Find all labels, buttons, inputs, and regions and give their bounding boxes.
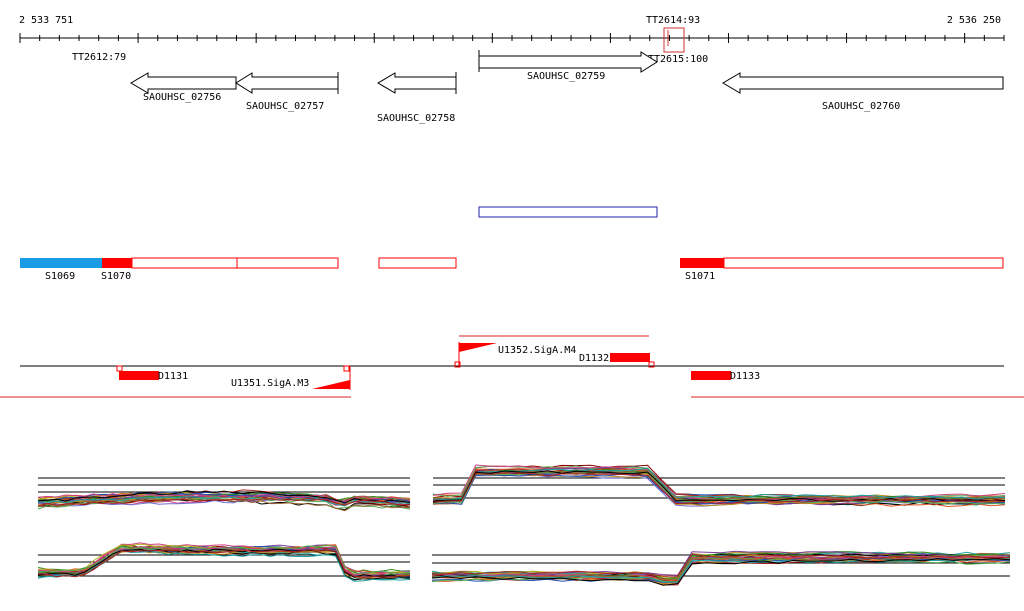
profile-line (431, 553, 1011, 577)
profile-line (431, 558, 1011, 586)
profile-line (37, 544, 411, 575)
downshift-d1133[interactable]: D1133 (691, 371, 760, 382)
profile-line (431, 550, 1011, 577)
expression-panel-bottom-right[interactable] (431, 550, 1011, 586)
orf-box[interactable] (478, 206, 658, 218)
profile-line (37, 545, 411, 576)
profile-line (37, 497, 411, 507)
segment-s1070[interactable] (102, 258, 132, 268)
expression-profiles (37, 464, 1011, 586)
downshift-d1131[interactable]: D1131 (116, 365, 188, 382)
expression-panel-top-left[interactable] (37, 477, 411, 512)
profile-line (431, 551, 1011, 581)
gene-label-02756: SAOUHSC_02756 (143, 92, 221, 103)
profile-line (37, 490, 411, 504)
segment-s1070-extension-b[interactable] (236, 257, 339, 269)
gene-arrow-saouhsc-02757[interactable]: SAOUHSC_02757 (235, 72, 339, 112)
gene-arrow-saouhsc-02759[interactable]: SAOUHSC_02759 (478, 50, 658, 82)
terminator-label-tt2612[interactable]: TT2612:79 (72, 52, 126, 63)
segment-label-s1069: S1069 (45, 271, 75, 282)
gene-label-02757: SAOUHSC_02757 (246, 101, 324, 112)
segment-s1070-extension-a[interactable] (131, 257, 238, 269)
segment-unlabeled[interactable] (378, 257, 457, 269)
expression-panel-bottom-left[interactable] (37, 542, 411, 582)
expression-panel-top-right[interactable] (432, 464, 1006, 508)
downshift-label-d1132: D1132 (579, 353, 609, 364)
segment-s1071-extension[interactable] (723, 257, 1004, 269)
ruler-ticks (19, 33, 1005, 43)
segment-label-s1070: S1070 (101, 271, 131, 282)
upshift-label-u1352: U1352.SigA.M4 (498, 345, 576, 356)
profile-line (37, 548, 411, 578)
terminator-label-tt2614[interactable]: TT2614:93 (646, 15, 700, 26)
gene-label-02759: SAOUHSC_02759 (527, 71, 605, 82)
profile-line (431, 556, 1011, 584)
profile-line (431, 558, 1011, 583)
terminator-track: TT2612:79 TT2614:93 TT2615:100 (72, 15, 708, 65)
upshift-u1351[interactable]: U1351.SigA.M3 (231, 365, 351, 390)
downshift-label-d1131: D1131 (158, 371, 188, 382)
gene-arrow-saouhsc-02756[interactable]: SAOUHSC_02756 (130, 72, 237, 103)
shift-track: D1131 U1351.SigA.M3 U1352.SigA.M4 D1132 … (0, 335, 1024, 398)
profile-line (431, 557, 1011, 583)
segment-s1071[interactable] (680, 258, 724, 268)
profile-line (432, 472, 1006, 505)
segment-track: S1069 S1070 S1071 (20, 257, 1004, 282)
gene-arrow-saouhsc-02758[interactable]: SAOUHSC_02758 (377, 72, 457, 124)
segment-label-s1071: S1071 (685, 271, 715, 282)
gene-label-02760: SAOUHSC_02760 (822, 101, 900, 112)
gene-label-02758: SAOUHSC_02758 (377, 113, 455, 124)
ruler-start-label: 2 533 751 (19, 15, 73, 26)
terminator-label-tt2615[interactable]: TT2615:100 (648, 54, 708, 65)
ruler-end-label: 2 536 250 (947, 15, 1001, 26)
gene-arrow-saouhsc-02760[interactable]: SAOUHSC_02760 (722, 72, 1004, 112)
upshift-label-u1351: U1351.SigA.M3 (231, 378, 309, 389)
profile-line (432, 467, 1006, 500)
downshift-d1132[interactable]: D1132 (579, 353, 655, 368)
terminator-box-tt2614[interactable] (663, 27, 685, 53)
downshift-label-d1133: D1133 (730, 371, 760, 382)
gene-track: SAOUHSC_02756 SAOUHSC_02757 SAOUHSC_0275… (130, 50, 1004, 124)
profile-line (37, 549, 411, 578)
profile-line (37, 493, 411, 503)
coordinate-ruler: 2 533 751 2 536 250 (19, 15, 1005, 43)
upshift-u1352[interactable]: U1352.SigA.M4 (454, 342, 576, 368)
segment-s1069[interactable] (20, 258, 102, 268)
